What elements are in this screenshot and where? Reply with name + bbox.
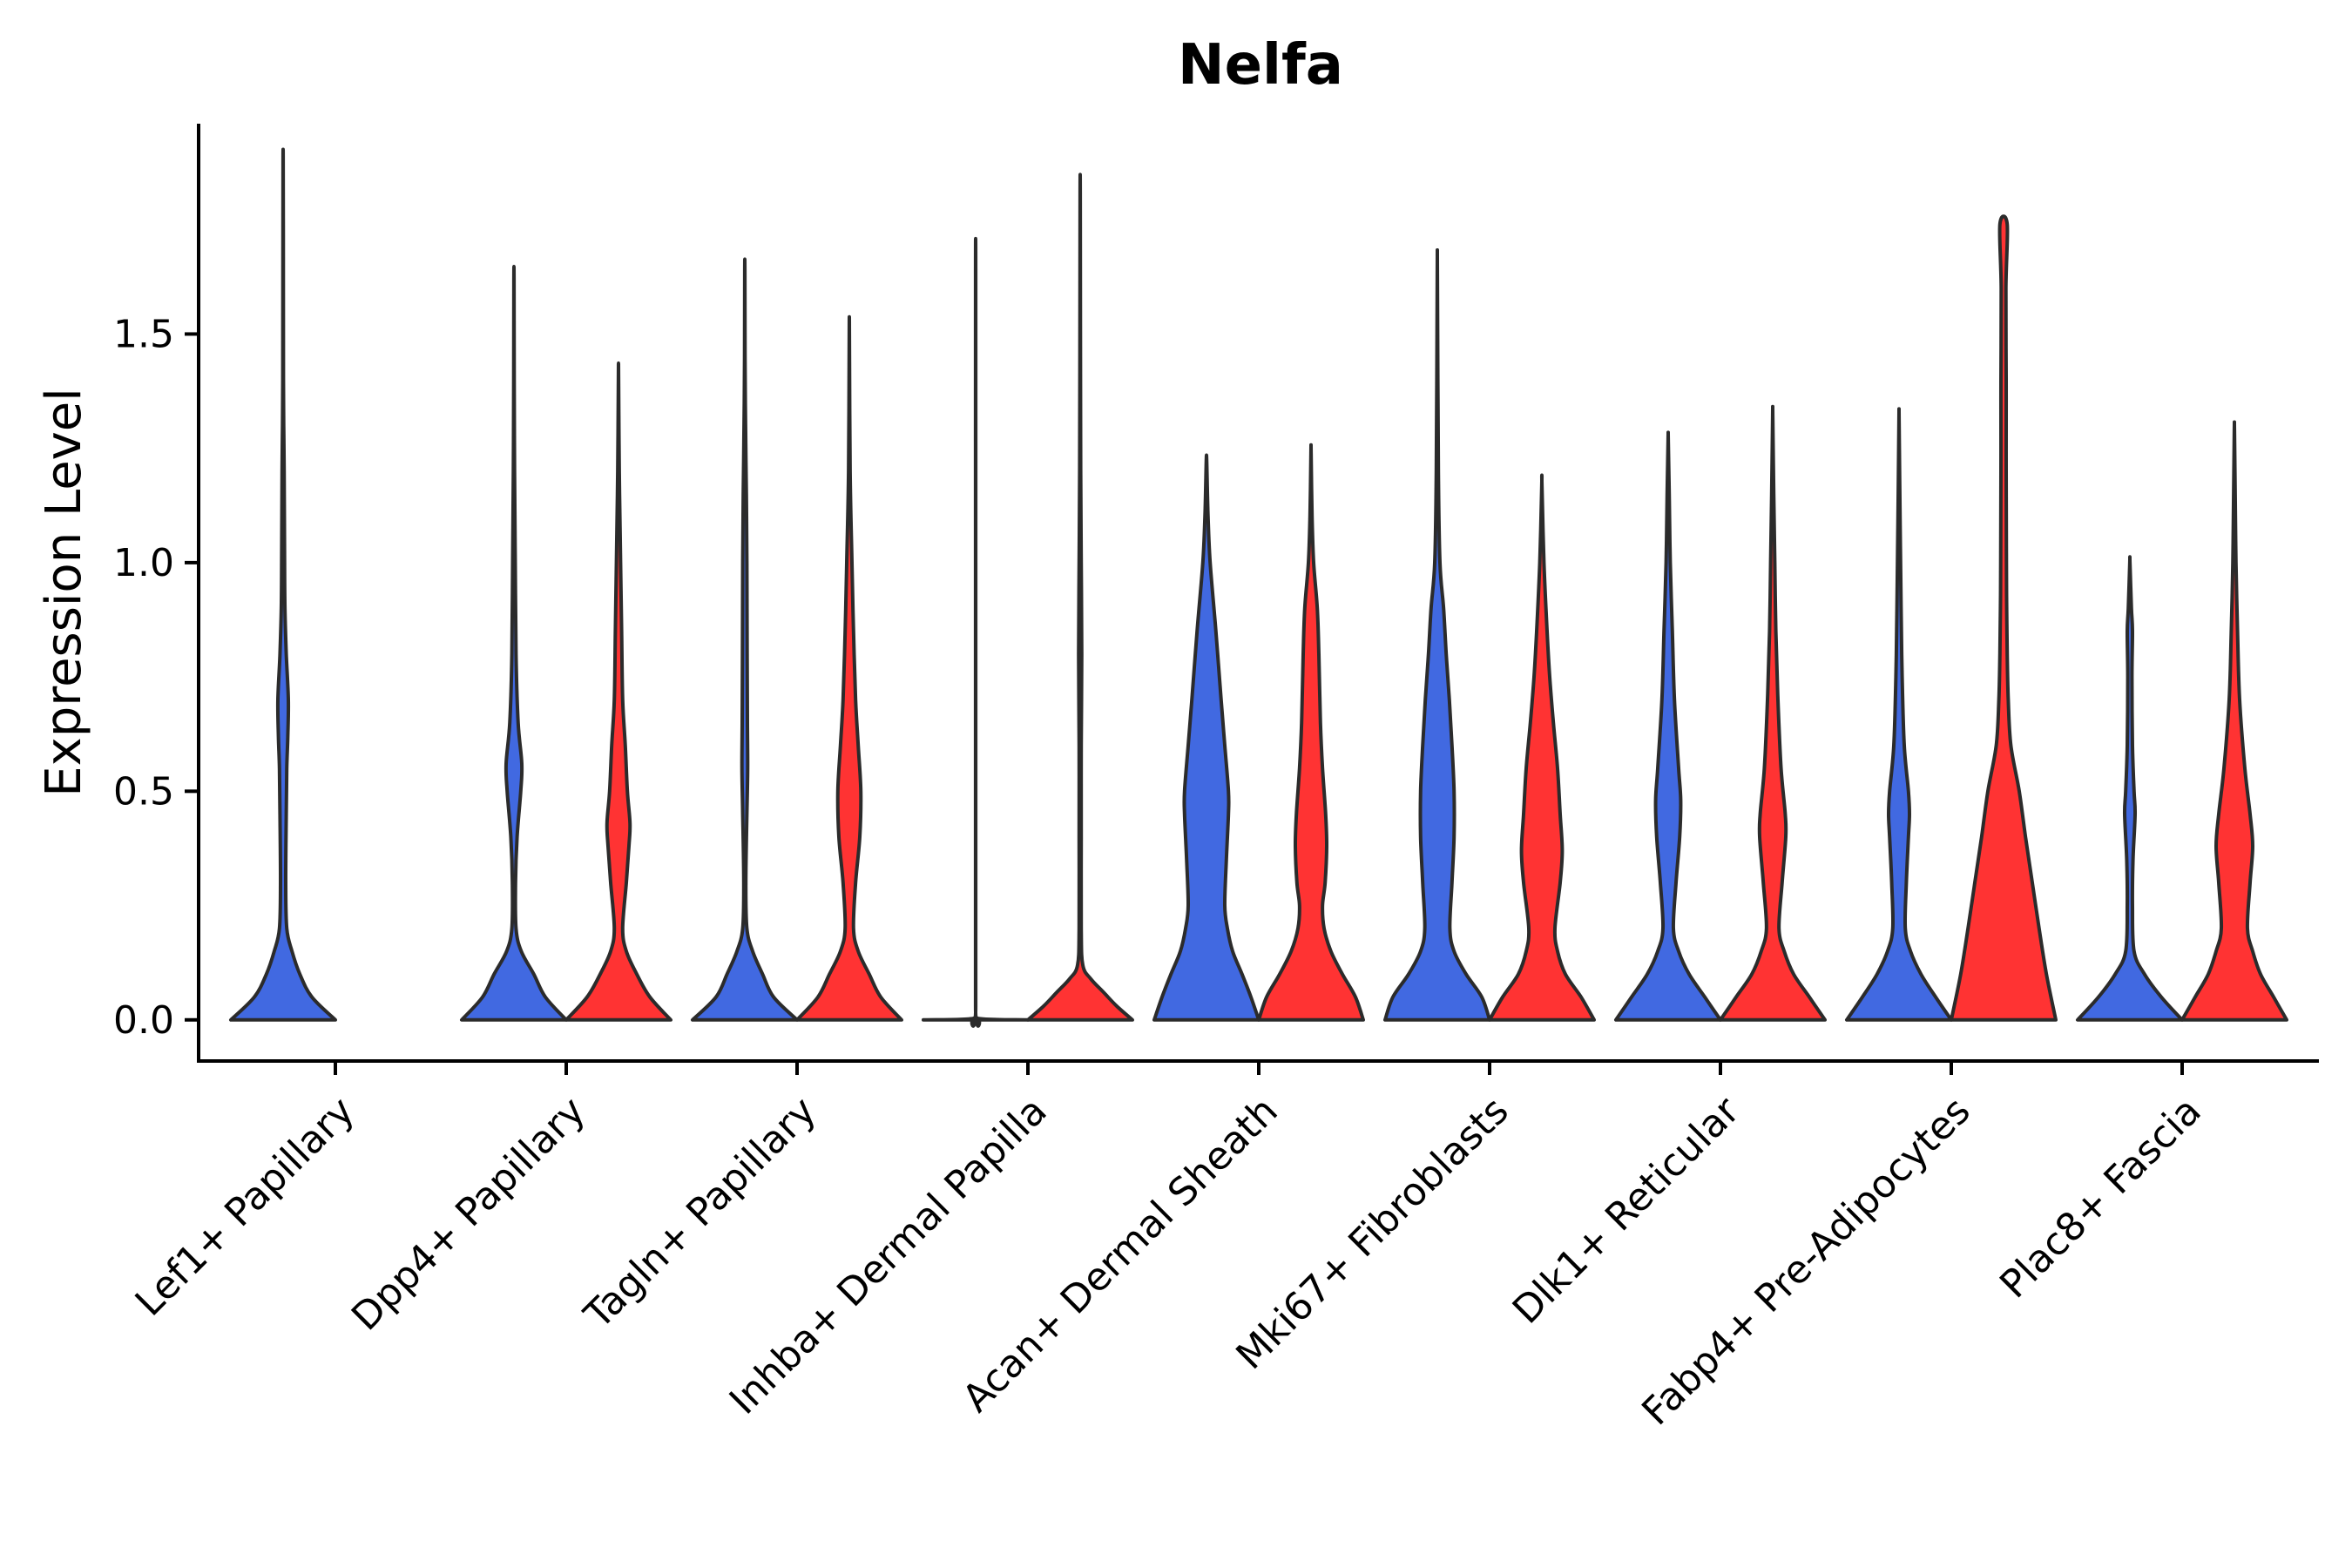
violin-red-6 xyxy=(1719,404,1827,1022)
y-tick-label: 1.0 xyxy=(113,541,174,585)
y-tick-label: 1.5 xyxy=(113,312,174,356)
y-tick-label: 0.5 xyxy=(113,769,174,814)
violin-blue-8 xyxy=(2076,555,2184,1022)
violin-blue-1 xyxy=(460,265,568,1022)
x-tick-label: Tagln+ Papillary xyxy=(576,1089,825,1338)
violin-red-3 xyxy=(1026,172,1134,1022)
y-ticks: 0.0 0.5 1.0 1.5 xyxy=(113,312,199,1043)
violin-red-7 xyxy=(1950,214,2058,1022)
violin-blue-6 xyxy=(1614,430,1722,1022)
violin-blue-2 xyxy=(691,257,799,1022)
violin-blue-0 xyxy=(229,147,337,1022)
y-axis-label: Expression Level xyxy=(36,388,92,797)
y-tick-label: 0.0 xyxy=(113,998,174,1043)
x-tick-label: Dlk1+ Reticular xyxy=(1504,1088,1749,1333)
violin-red-8 xyxy=(2180,420,2288,1022)
x-tick-label: Plac8+ Fascia xyxy=(1991,1089,2210,1308)
violin-blue-3 xyxy=(922,237,1030,1028)
x-tick-label: Lef1+ Papillary xyxy=(127,1089,363,1325)
violin-blue-5 xyxy=(1383,248,1491,1022)
violin-red-1 xyxy=(564,361,672,1022)
violin-red-2 xyxy=(795,314,903,1022)
chart-title: Nelfa xyxy=(1178,33,1343,98)
violin-red-4 xyxy=(1257,443,1365,1022)
x-tick-label: Dpp4+ Papillary xyxy=(343,1089,594,1340)
violin-blue-4 xyxy=(1152,453,1260,1022)
violin-group xyxy=(229,147,2288,1028)
violin-red-5 xyxy=(1488,473,1596,1022)
violin-blue-7 xyxy=(1845,407,1953,1022)
